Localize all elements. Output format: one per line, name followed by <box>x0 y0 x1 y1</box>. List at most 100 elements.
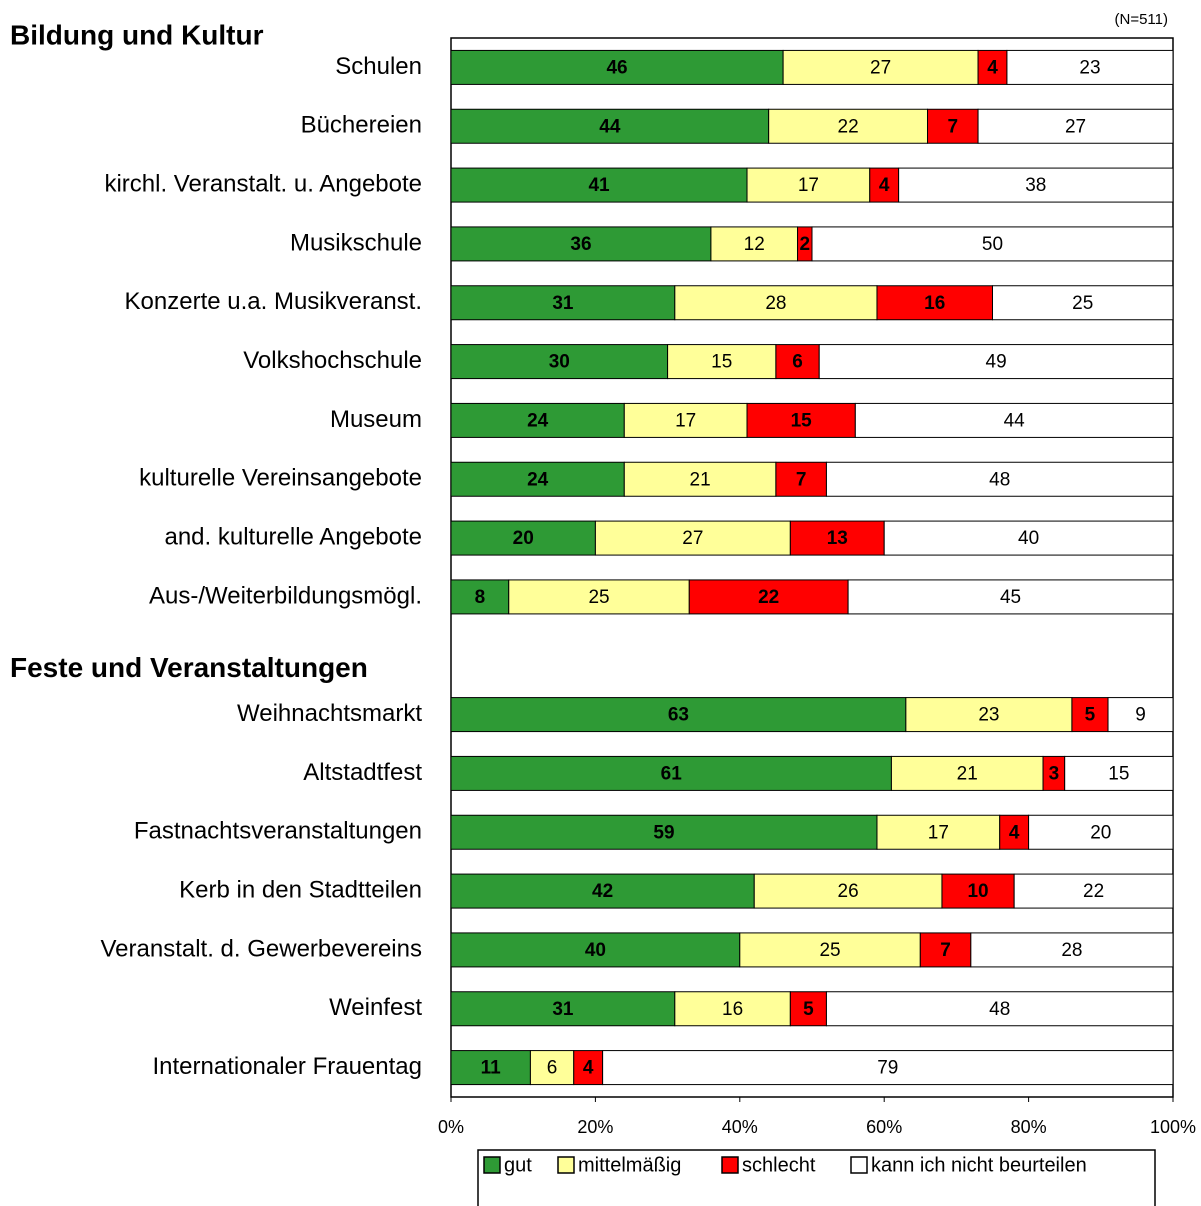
data-label: 25 <box>588 587 609 608</box>
data-label: 79 <box>877 1058 898 1079</box>
x-tick-label: 80% <box>1011 1117 1047 1137</box>
y-tick-label: kirchl. Veranstalt. u. Angebote <box>104 170 422 197</box>
data-label: 20 <box>513 528 534 549</box>
bar-segment <box>602 1050 1174 1086</box>
data-label: 23 <box>1079 57 1100 78</box>
legend-label: kann ich nicht beurteilen <box>871 1154 1087 1176</box>
legend-swatch <box>483 1156 501 1174</box>
data-label: 13 <box>827 528 848 549</box>
y-tick-label: Konzerte u.a. Musikveranst. <box>125 288 422 315</box>
data-label: 6 <box>792 352 803 373</box>
bar-segment <box>753 873 943 909</box>
bar-segment <box>746 402 856 438</box>
data-label: 22 <box>758 587 779 608</box>
bar-segment <box>825 991 1174 1027</box>
y-tick-label: Schulen <box>335 53 422 80</box>
bar-segment <box>876 285 993 321</box>
data-label: 21 <box>957 763 978 784</box>
data-label: 42 <box>592 881 613 902</box>
data-label: 5 <box>803 999 814 1020</box>
data-label: 16 <box>722 999 743 1020</box>
data-label: 17 <box>798 175 819 196</box>
bar-segment <box>573 1050 604 1086</box>
bar-segment <box>1006 49 1174 85</box>
y-tick-label: Fastnachtsveranstaltungen <box>134 818 422 845</box>
data-label: 7 <box>796 469 807 490</box>
data-label: 61 <box>661 763 683 784</box>
bar-segment <box>847 579 1174 615</box>
bar-segment <box>450 579 510 615</box>
x-tick-label: 40% <box>722 1117 758 1137</box>
data-label: 4 <box>1009 822 1020 843</box>
bar-segment <box>825 461 1174 497</box>
bar-segment <box>450 697 907 733</box>
bar-segment <box>746 167 871 203</box>
data-label: 40 <box>1018 528 1039 549</box>
y-tick-label: kulturelle Vereinsangebote <box>139 465 422 492</box>
y-tick-label: Weinfest <box>329 994 422 1021</box>
bar-segment <box>1064 755 1174 791</box>
bar-segment <box>450 49 784 85</box>
data-label: 20 <box>1090 822 1111 843</box>
data-label: 8 <box>475 587 486 608</box>
data-label: 10 <box>967 881 988 902</box>
bar-segment <box>1028 814 1174 850</box>
bar-segment <box>1013 873 1174 909</box>
data-label: 4 <box>987 57 998 78</box>
data-label: 22 <box>838 116 859 137</box>
legend-swatch <box>557 1156 575 1174</box>
y-tick-label: Büchereien <box>301 112 422 139</box>
bar-segment <box>941 873 1015 909</box>
data-label: 31 <box>552 999 574 1020</box>
bar-segment <box>710 226 799 262</box>
group-title: Bildung und Kultur <box>10 19 264 50</box>
bar-segment <box>450 226 712 262</box>
bar-segment <box>674 285 878 321</box>
data-label: 63 <box>668 705 689 726</box>
bar-segment <box>883 520 1174 556</box>
data-label: 15 <box>711 352 732 373</box>
data-label: 16 <box>924 293 945 314</box>
bar-segment <box>811 226 1174 262</box>
data-label: 27 <box>870 57 891 78</box>
y-tick-label: Museum <box>330 406 422 433</box>
bar-segment <box>674 991 791 1027</box>
data-label: 27 <box>1065 116 1086 137</box>
data-label: 21 <box>690 469 711 490</box>
y-tick-label: Internationaler Frauentag <box>152 1053 422 1080</box>
bar-segment <box>450 814 878 850</box>
bar-segment <box>529 1050 575 1086</box>
legend-label: mittelmäßig <box>578 1154 681 1176</box>
y-tick-label: and. kulturelle Angebote <box>164 523 422 550</box>
data-label: 44 <box>1004 410 1026 431</box>
y-tick-label: Altstadtfest <box>303 759 422 786</box>
bar-segment <box>818 344 1174 380</box>
data-label: 25 <box>1072 293 1093 314</box>
x-tick-label: 60% <box>866 1117 902 1137</box>
data-label: 30 <box>549 352 570 373</box>
data-label: 44 <box>599 116 621 137</box>
legend-box <box>477 1149 1156 1206</box>
bar-segment <box>450 755 892 791</box>
bar-segment <box>450 932 741 968</box>
bar-segment <box>450 1050 531 1086</box>
data-label: 41 <box>588 175 610 196</box>
sample-note: (N=511) <box>1115 11 1169 28</box>
data-label: 40 <box>585 940 606 961</box>
bar-segment <box>450 108 770 144</box>
legend-swatch <box>850 1156 868 1174</box>
data-label: 2 <box>799 234 810 255</box>
data-label: 28 <box>1061 940 1082 961</box>
data-label: 4 <box>583 1058 594 1079</box>
data-label: 28 <box>765 293 786 314</box>
bar-segment <box>450 285 676 321</box>
data-label: 22 <box>1083 881 1104 902</box>
data-label: 24 <box>527 469 549 490</box>
y-tick-label: Volkshochschule <box>243 347 422 374</box>
data-label: 48 <box>989 469 1010 490</box>
data-label: 48 <box>989 999 1010 1020</box>
data-label: 24 <box>527 410 549 431</box>
data-label: 3 <box>1049 763 1060 784</box>
bar-segment <box>970 932 1174 968</box>
